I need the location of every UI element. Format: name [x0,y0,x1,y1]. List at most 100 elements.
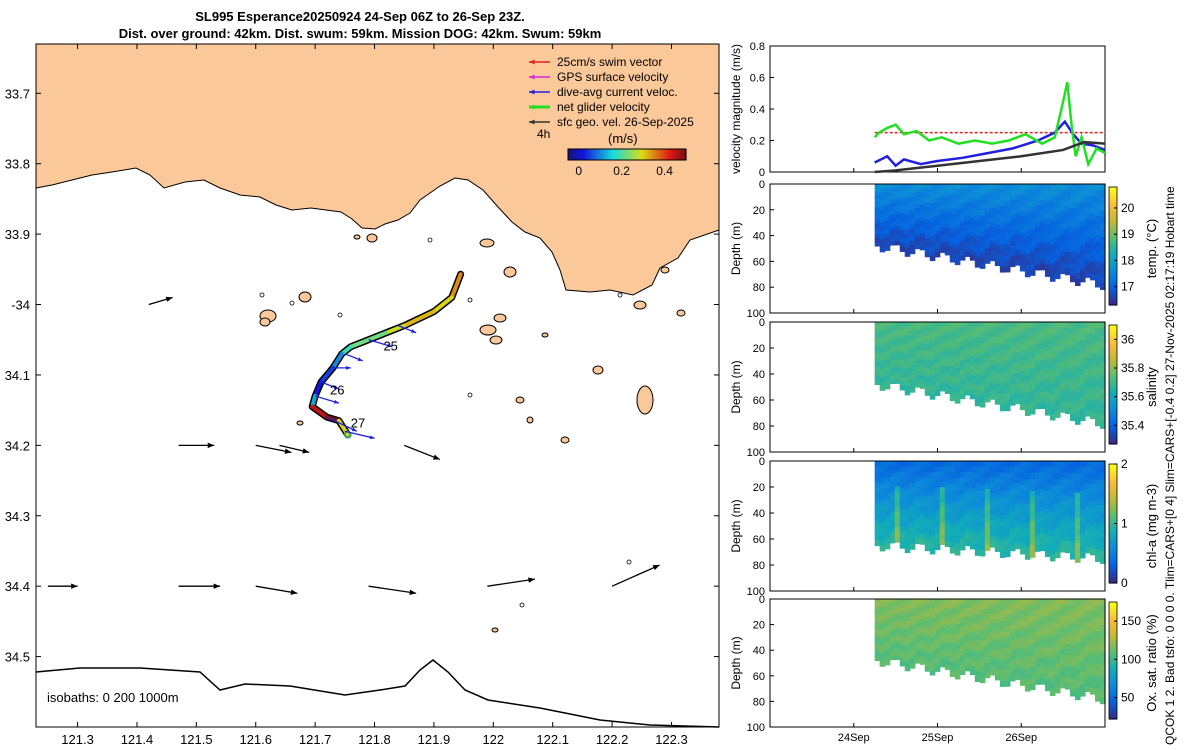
salinity-section-cell [949,356,956,362]
temperature-section-cell [899,192,906,198]
oxygen-section-colorbar-cell [1109,648,1117,653]
oxygen-section-cell [919,615,926,620]
temperature-section-cell [1049,269,1056,276]
temperature-section-cell [1094,216,1101,224]
salinity-section-cell [904,353,911,359]
map-x-tick-label: 122.1 [536,732,569,747]
chla-section-cell [1019,548,1026,555]
salinity-section-cell [1009,342,1016,349]
salinity-section-cell [964,349,971,355]
chla-section-cell [1014,532,1021,539]
temperature-section-cell [1009,214,1016,221]
chla-section-cell [989,525,996,532]
salinity-section-cell [989,350,996,357]
chla-section-cell [954,502,961,509]
colorbar-cell [662,149,665,160]
chla-section-cell [884,471,891,479]
salinity-section-cell [1044,351,1051,358]
temperature-section-cell [1009,199,1016,206]
oxygen-section-cell [1034,673,1041,680]
chla-section-cell [924,528,931,535]
temperature-section-cell [879,226,886,232]
salinity-section-cell [1009,394,1016,401]
oxygen-section-cell [994,659,1001,666]
temperature-section-cell [979,220,986,227]
chla-section-cell [1034,494,1041,502]
oxygen-section-cell [1019,658,1026,665]
temperature-section-cell [934,211,941,217]
chla-section-cell [1009,528,1016,535]
salinity-section-cell [1024,345,1031,352]
chla-section-cell [1029,521,1036,528]
chla-section-cell [874,461,881,467]
temperature-section-cell [1034,253,1041,260]
oxygen-section-cell [954,668,961,675]
chla-section-cell [894,461,901,467]
salinity-section-cell [969,331,976,337]
oxygen-section-cell [924,639,931,645]
chla-section-cell [974,531,981,539]
oxygen-section-cell [1089,640,1096,648]
salinity-section-cell [899,326,906,332]
temperature-section-cell [1024,212,1031,220]
salinity-section-cell [944,335,951,341]
temperature-section-cell [889,237,896,242]
chla-section-cell [1034,472,1041,479]
chla-section-cell [939,518,946,525]
temperature-section-cell [979,215,986,222]
oxygen-section-cell [1034,620,1041,627]
chla-section-cell [1054,503,1061,510]
chla-section-cell [1004,550,1011,558]
salinity-section-cell [1004,366,1011,373]
salinity-section-cell [1089,346,1096,353]
temperature-section-cell [909,188,916,194]
salinity-section-cell [944,366,951,372]
salinity-section-cell [989,389,996,395]
temperature-section-cell [1099,249,1106,258]
oxygen-section-cell [1054,604,1061,612]
temperature-section-cell [1099,197,1106,205]
salinity-section-cell [874,357,881,362]
oxygen-section-cell [1034,599,1041,605]
oxygen-section-cell [894,602,901,608]
temperature-section-cell [1084,218,1091,226]
temperature-section-cell [1084,248,1091,255]
oxygen-section-cell [1089,682,1096,689]
oxygen-section-cell [1059,643,1066,650]
temperature-section-cell [934,188,941,194]
temperature-section-cell [1034,184,1041,190]
chla-section-cell [1094,486,1101,493]
chla-section-cell [1004,478,1011,486]
temperature-section-cell [1054,272,1061,280]
temperature-section-cell [1064,257,1071,264]
chla-section-cell [994,494,1001,502]
oxygen-section-cell [1064,638,1071,645]
chla-section-cell [974,525,981,533]
salinity-section-cell [1099,341,1106,350]
chla-section-cell [884,504,891,511]
temperature-section-cell [1084,201,1091,208]
salinity-section-cell [884,359,891,365]
oxygen-section-cell [1049,635,1056,642]
salinity-section-cell [924,386,931,392]
chla-section-cell [1084,506,1091,514]
temperature-section-cell [959,184,966,190]
temperature-section-cell [999,216,1006,224]
chla-section-cell [1059,546,1066,553]
oxygen-section-cell [924,621,931,627]
oxygen-section-cell [1044,616,1051,623]
oxygen-section-cell [934,612,941,618]
salinity-section-cell [944,330,951,336]
salinity-section-cell [1079,346,1086,354]
colorbar-cell [611,149,614,160]
chla-section-cell [1004,526,1011,534]
chla-section-cell [989,498,996,505]
temperature-section-cell [1039,189,1046,196]
salinity-section-cell [894,337,901,342]
temperature-section-cell [944,232,951,238]
temperature-section-cell [894,199,901,204]
salinity-section-cell [1019,371,1026,378]
salinity-section-cell [904,344,911,350]
chla-section-cell [994,489,1001,496]
salinity-section-cell [919,338,926,344]
